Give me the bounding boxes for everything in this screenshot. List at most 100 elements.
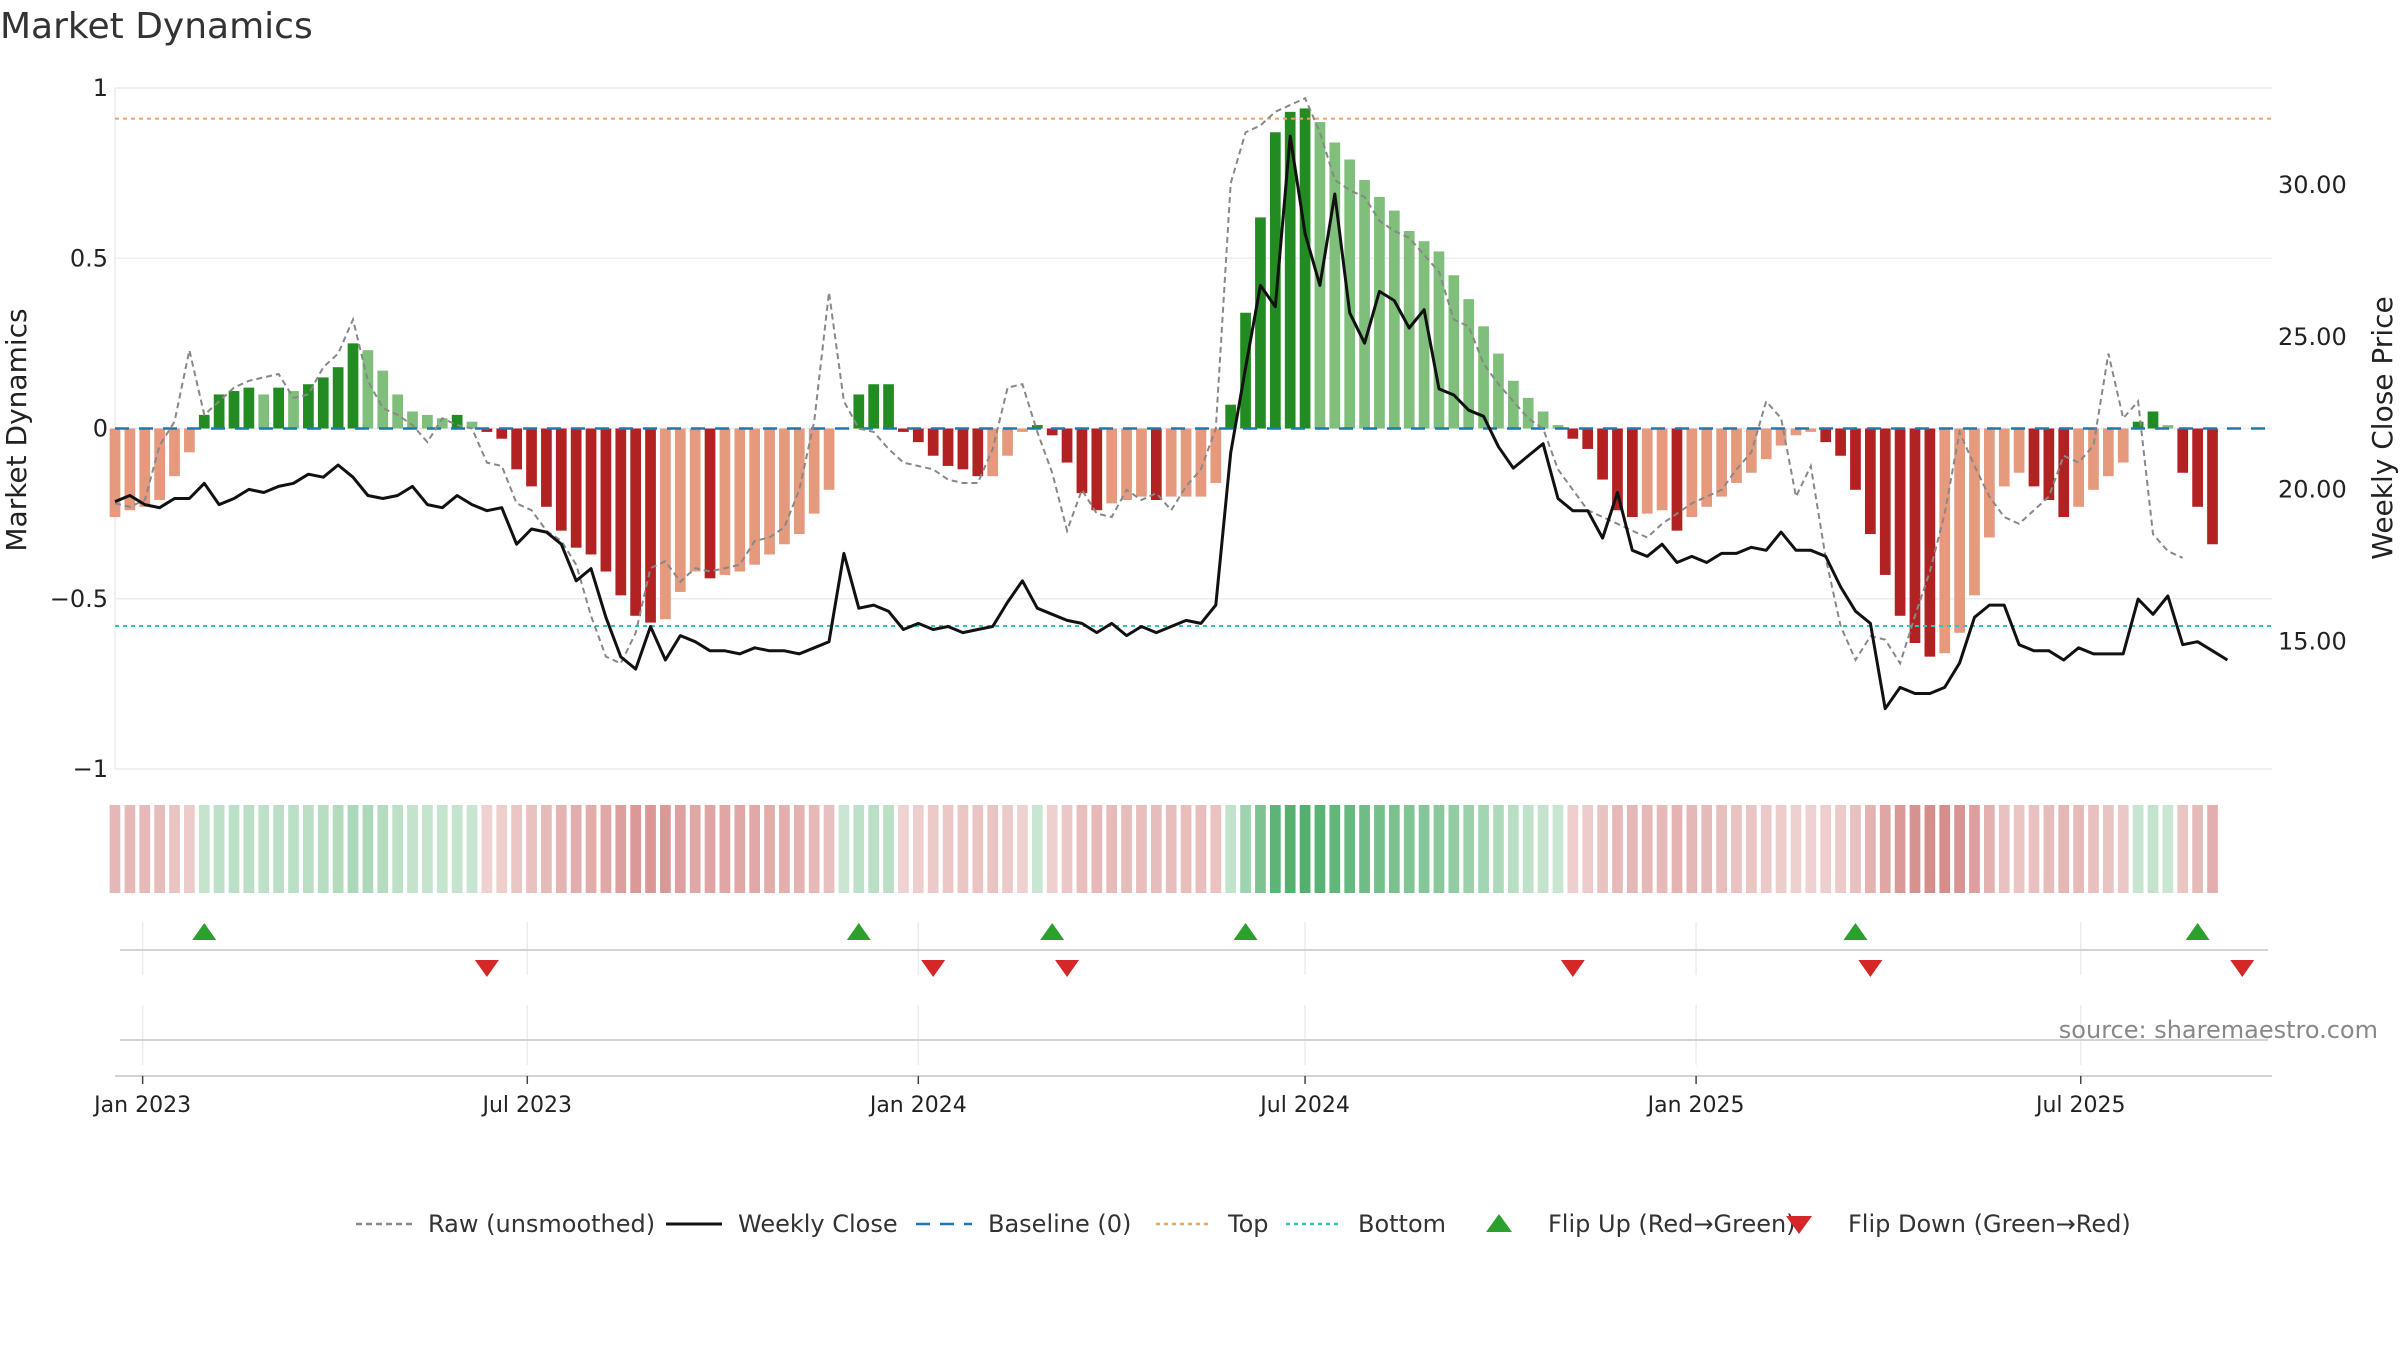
momentum-bar	[2117, 428, 2129, 463]
momentum-bar	[704, 428, 716, 579]
regime-band-cell	[1002, 805, 1013, 893]
regime-band-cell	[1106, 805, 1118, 893]
momentum-bar	[808, 428, 820, 514]
regime-band-cell	[2028, 805, 2040, 893]
momentum-bar	[1344, 159, 1356, 429]
momentum-bar	[1731, 428, 1742, 483]
momentum-bar	[927, 428, 939, 456]
regime-band-cell	[1552, 805, 1564, 893]
regime-band-cell	[972, 805, 984, 893]
regime-band-cell	[1731, 805, 1742, 893]
momentum-bar	[1255, 217, 1266, 429]
y-tick-label: −0.5	[50, 585, 108, 613]
regime-band-cell	[1374, 805, 1385, 893]
momentum-bar	[303, 384, 314, 429]
regime-band-cell	[1091, 805, 1103, 893]
momentum-bar	[1626, 428, 1638, 518]
momentum-bar	[109, 428, 121, 518]
regime-band-cell	[793, 805, 805, 893]
legend-entry: Baseline (0)	[916, 1210, 1131, 1238]
momentum-bar	[1478, 326, 1489, 429]
regime-band-cell	[213, 805, 225, 893]
regime-band-cell	[1240, 805, 1251, 893]
momentum-bar	[1716, 428, 1727, 497]
momentum-bar	[2088, 428, 2099, 490]
momentum-bar	[1775, 428, 1787, 446]
regime-band-cell	[2043, 805, 2055, 893]
regime-band-cell	[1314, 805, 1326, 893]
momentum-bar	[1031, 425, 1043, 429]
regime-band-cell	[1225, 805, 1237, 893]
regime-band-cell	[1924, 805, 1936, 893]
regime-band-cell	[2103, 805, 2114, 893]
regime-band-cell	[2207, 805, 2218, 893]
momentum-bar	[1641, 428, 1653, 514]
regime-band-cell	[1478, 805, 1489, 893]
regime-band-cell	[2117, 805, 2129, 893]
axes-layer: Market Dynamics Weekly Close Price 1 0.5 0…	[0, 74, 2399, 1118]
flip-up-marker	[2185, 923, 2210, 940]
regime-band-cell	[1418, 805, 1430, 893]
momentum-bar	[1984, 428, 1995, 538]
legend-label: Flip Down (Green→Red)	[1848, 1210, 2131, 1238]
momentum-bar	[823, 428, 835, 490]
momentum-bar	[1909, 428, 1921, 644]
flip-down-marker	[921, 960, 946, 977]
flip-down-marker	[1560, 960, 1585, 977]
regime-band-cell	[377, 805, 389, 893]
regime-band-cell	[198, 805, 210, 893]
y-tick-label: 0	[93, 415, 108, 443]
regime-band-cell	[734, 805, 746, 893]
momentum-bar	[511, 428, 523, 470]
momentum-bar	[2192, 428, 2203, 507]
momentum-bar	[2073, 428, 2084, 507]
regime-band-cell	[1701, 805, 1713, 893]
momentum-bar	[674, 428, 686, 592]
legend-flip-down-icon	[1786, 1216, 1812, 1234]
momentum-bar	[749, 428, 761, 565]
momentum-bar	[541, 428, 552, 507]
regime-band-cell	[2192, 805, 2203, 893]
y-tick-label: 0.5	[70, 244, 108, 272]
regime-band-cell	[1954, 805, 1965, 893]
y2-tick-label: 20.00	[2278, 475, 2347, 503]
regime-band-cell	[942, 805, 954, 893]
legend-entry: Flip Up (Red→Green)	[1486, 1210, 1796, 1238]
momentum-bar	[1507, 380, 1519, 429]
flip-up-marker	[1843, 923, 1868, 940]
regime-band-cell	[109, 805, 121, 893]
momentum-bar	[526, 428, 537, 487]
regime-band-cell	[957, 805, 969, 893]
regime-band-cell	[1299, 805, 1311, 893]
regime-band-cell	[1969, 805, 1980, 893]
y2-tick-label: 30.00	[2278, 171, 2347, 199]
momentum-bar	[1388, 210, 1400, 429]
x-tick-label: Jan 2024	[868, 1093, 967, 1118]
momentum-bar	[570, 428, 582, 548]
regime-band-cell	[1269, 805, 1281, 893]
regime-band-cell	[1567, 805, 1579, 893]
momentum-bar	[169, 428, 180, 477]
momentum-bar	[407, 411, 418, 429]
regime-band-cell	[883, 805, 894, 893]
flip-up-marker	[846, 923, 871, 940]
momentum-bar	[496, 428, 508, 439]
regime-band-cell	[1716, 805, 1727, 893]
momentum-bar	[1150, 428, 1162, 501]
momentum-bar	[1076, 428, 1088, 494]
regime-band-cell	[645, 805, 656, 893]
flip-down-marker	[1858, 960, 1883, 977]
regime-band-cell	[1388, 805, 1400, 893]
regime-band-cell	[1463, 805, 1475, 893]
regime-band-cell	[585, 805, 597, 893]
momentum-bar	[2207, 428, 2218, 545]
momentum-bar	[1597, 428, 1608, 480]
x-tick-label: Jul 2023	[481, 1093, 573, 1118]
regime-band-cell	[1284, 805, 1296, 893]
regime-band-cell	[1121, 805, 1132, 893]
y-axis-label: Market Dynamics	[0, 308, 33, 551]
regime-band-cell	[1835, 805, 1846, 893]
regime-band-cell	[823, 805, 835, 893]
momentum-bar	[1106, 428, 1118, 504]
y-tick-label: −1	[73, 755, 108, 783]
